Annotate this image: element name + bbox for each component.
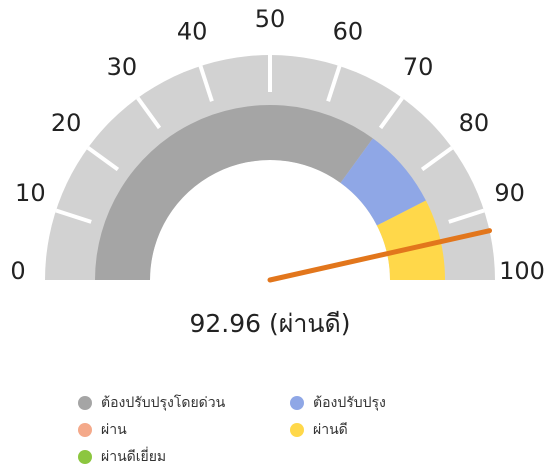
legend-swatch	[78, 450, 92, 464]
tick-mark	[198, 65, 214, 102]
legend-swatch	[290, 423, 304, 437]
tick-label: 60	[333, 17, 364, 45]
legend-label: ต้องปรับปรุงโดยด่วน	[101, 394, 226, 411]
legend-swatch	[290, 396, 304, 410]
tick-mark	[136, 96, 162, 130]
gauge-hole	[150, 160, 390, 280]
tick-label: 100	[499, 257, 545, 285]
tick-label: 30	[107, 53, 138, 81]
tick-mark	[378, 96, 404, 130]
tick-label: 80	[459, 109, 490, 137]
legend-label: ผ่านดีเยี่ยม	[101, 447, 166, 465]
gauge-band	[376, 200, 445, 280]
tick-mark	[86, 146, 120, 172]
value-label: 92.96 (ผ่านดี)	[189, 309, 350, 338]
tick-label: 0	[10, 257, 25, 285]
tick-label: 50	[255, 5, 286, 33]
tick-mark	[420, 146, 454, 172]
legend-swatch	[78, 423, 92, 437]
tick-label: 40	[177, 17, 208, 45]
gauge-band	[95, 105, 373, 281]
tick-label: 90	[494, 179, 525, 207]
legend-swatch	[78, 396, 92, 410]
tick-label: 10	[15, 179, 46, 207]
tick-mark	[55, 208, 92, 224]
legend-label: ต้องปรับปรุง	[313, 395, 386, 411]
legend-label: ผ่าน	[101, 422, 127, 438]
tick-label: 20	[51, 109, 82, 137]
tick-mark	[326, 65, 342, 102]
tick-label: 70	[403, 53, 434, 81]
gauge-band	[340, 138, 426, 226]
legend-label: ผ่านดี	[313, 422, 348, 438]
needle	[267, 228, 493, 283]
tick-mark	[448, 208, 485, 224]
